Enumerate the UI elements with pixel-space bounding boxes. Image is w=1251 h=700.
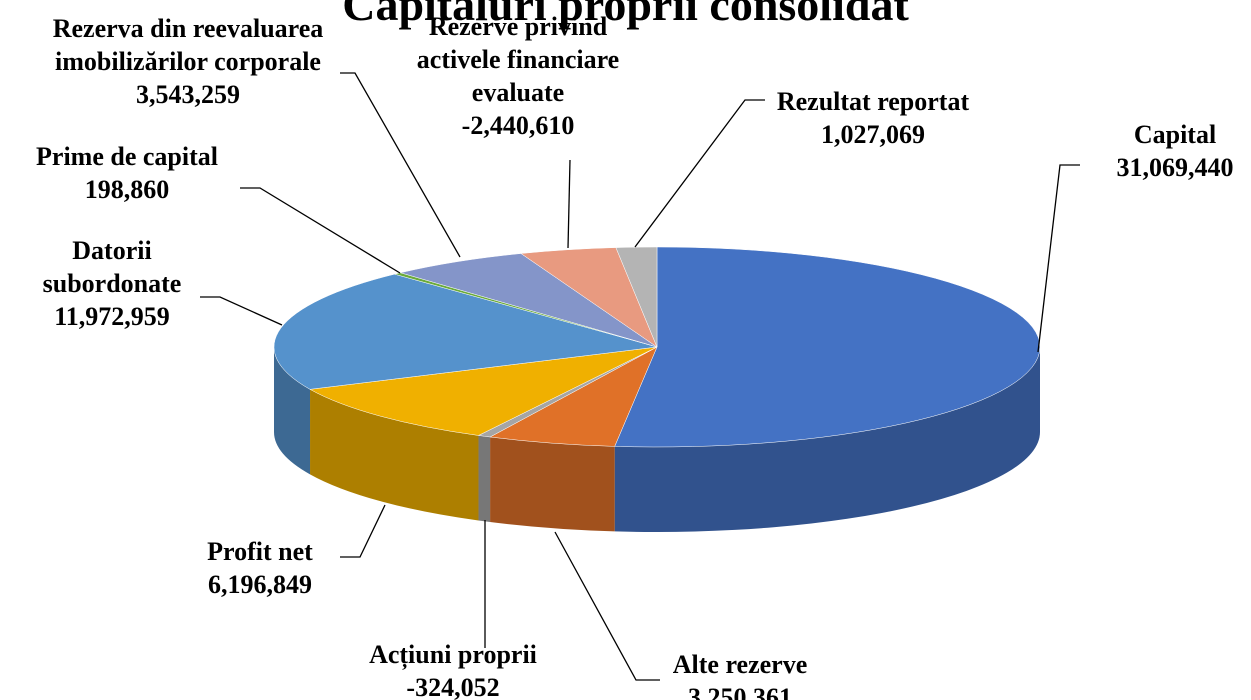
slice-label: Capital — [1133, 120, 1217, 149]
slice-label: Profit net — [207, 537, 313, 566]
slice-label: Rezultat reportat — [776, 87, 970, 116]
value-label: 3,250,361 — [688, 683, 792, 700]
leader-line — [340, 72, 461, 258]
value-label: 3,543,259 — [136, 80, 240, 109]
leader-line — [567, 159, 571, 249]
value-label: 11,972,959 — [54, 302, 170, 331]
slice-side — [478, 435, 491, 523]
leader-line — [554, 531, 660, 681]
slice-side — [614, 347, 1040, 532]
chart-title: Capitaluri proprii consolidat — [342, 0, 909, 30]
slice — [615, 246, 658, 348]
slice-label: Rezerva din reevaluarea imobilizărilor c… — [52, 14, 324, 76]
slice-side — [310, 389, 479, 521]
slice — [309, 346, 658, 436]
slice — [273, 273, 658, 390]
value-label: 1,027,069 — [821, 120, 925, 149]
slice-label: Alte rezerve — [672, 650, 808, 679]
slice-side — [274, 347, 311, 475]
value-label: -2,440,610 — [461, 111, 575, 140]
slice-label: Rezerve privind activele financiare eval… — [416, 12, 620, 107]
slice — [399, 253, 658, 348]
value-label: -324,052 — [406, 673, 500, 700]
leader-line — [240, 187, 401, 274]
slice-label: Acțiuni proprii — [369, 640, 537, 669]
leader-line — [200, 296, 283, 326]
leader-line — [634, 99, 765, 248]
value-label: 6,196,849 — [208, 570, 312, 599]
value-label: 31,069,440 — [1116, 153, 1234, 182]
slice-label: Prime de capital — [36, 142, 218, 171]
slice — [614, 246, 1041, 448]
leader-line — [340, 504, 386, 558]
slice-side — [490, 437, 615, 532]
value-label: 198,860 — [84, 175, 170, 204]
slice-label: Datorii subordonate — [42, 236, 182, 298]
leader-line — [1037, 164, 1080, 353]
